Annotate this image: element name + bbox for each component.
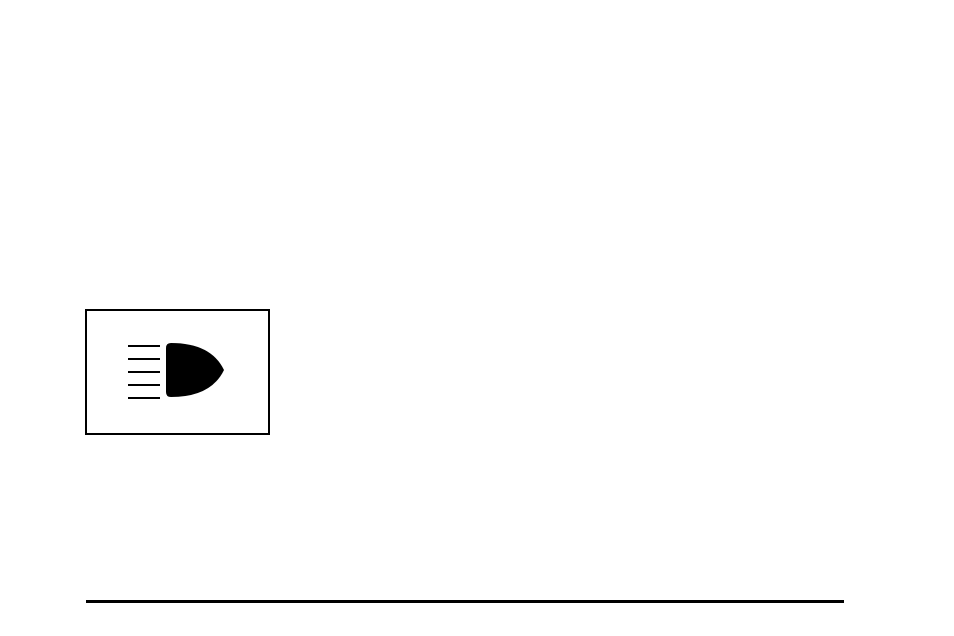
light-rays (128, 345, 160, 399)
headlight-bulb-icon (166, 339, 228, 406)
light-ray (128, 345, 160, 347)
light-ray (128, 384, 160, 386)
page-divider (86, 600, 844, 603)
light-ray (128, 371, 160, 373)
headlight-icon-content (128, 339, 228, 406)
light-ray (128, 358, 160, 360)
light-ray (128, 397, 160, 399)
headlight-indicator-box (85, 309, 270, 435)
